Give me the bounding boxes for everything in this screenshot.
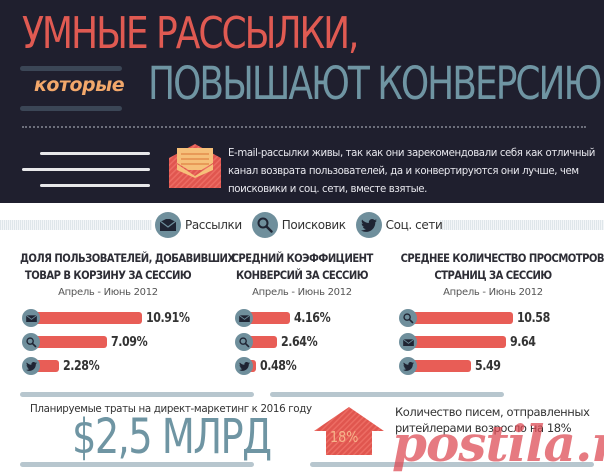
header-banner: УМНЫЕ РАССЫЛКИ, которые ПОВЫШАЮТ КОНВЕРС… <box>0 0 604 203</box>
chart-title-line-1: ДОЛЯ ПОЛЬЗОВАТЕЛЕЙ, ДОБАВИВШИХ <box>20 251 235 265</box>
twitter-bird-icon <box>399 357 417 375</box>
chart-title-line-1: СРЕДНЕЕ КОЛИЧЕСТВО ПРОСМОТРОВ <box>400 251 604 265</box>
title-connector: которые <box>34 74 125 96</box>
legend-item-social: Соц. сети <box>355 212 443 238</box>
divider-top-right <box>270 392 504 397</box>
legend-item-email: Рассылки <box>155 212 242 238</box>
connector-rule-bottom <box>20 106 122 111</box>
bar-row-search: 2.64% <box>235 331 382 353</box>
title-line-1: УМНЫЕ РАССЫЛКИ, <box>22 8 360 59</box>
bar-row-social: 2.28% <box>22 355 208 377</box>
bar <box>250 312 290 324</box>
bar-row-email: 10.91% <box>22 307 208 329</box>
legend: Рассылки Поисковик Соц. сети <box>155 210 452 240</box>
twitter-bird-icon <box>355 212 382 238</box>
bar <box>250 336 277 348</box>
envelope-icon <box>235 309 253 327</box>
bar-row-social: 0.48% <box>235 355 382 377</box>
bar <box>250 360 256 372</box>
legend-label-social: Соц. сети <box>385 218 443 232</box>
bar <box>37 360 59 372</box>
chart-subtitle: Апрель - Июнь 2012 <box>252 287 352 298</box>
growth-text: Количество писем, отправленных ритейлера… <box>395 405 590 435</box>
bar-value: 7.09% <box>111 334 148 350</box>
chart-title-line-2: ТОВАР В КОРЗИНУ ЗА СЕССИЮ <box>24 268 192 282</box>
bar <box>414 336 506 348</box>
bar <box>37 336 107 348</box>
search-icon <box>251 212 278 238</box>
bar-value: 10.91% <box>146 310 190 326</box>
chart-subtitle: Апрель - Июнь 2012 <box>58 287 158 298</box>
chart-title-line-1: СРЕДНИЙ КОЭФФИЦИЕНТ <box>231 251 374 265</box>
legend-label-search: Поисковик <box>281 218 346 232</box>
search-icon <box>22 333 40 351</box>
divider-top-left <box>20 392 254 397</box>
bar <box>414 312 513 324</box>
envelope-icon <box>22 309 40 327</box>
bar-row-search: 10.58 <box>399 307 598 329</box>
envelope-icon <box>399 333 417 351</box>
divider-bottom-left <box>20 462 254 467</box>
bar-value: 10.58 <box>517 310 550 326</box>
plan-label: Планируемые траты на директ-маркетинг к … <box>30 403 312 415</box>
up-arrow-icon <box>314 407 384 455</box>
plan-value: $2,5 МЛРД <box>72 409 272 465</box>
bar-row-search: 7.09% <box>22 331 208 353</box>
chart-title-line-2: СТРАНИЦ ЗА СЕССИЮ <box>434 268 552 282</box>
chart-conversion-rate: СРЕДНИЙ КОЭФФИЦИЕНТ КОНВЕРСИЙ ЗА СЕССИЮ … <box>222 250 382 379</box>
title-line-2: ПОВЫШАЮТ КОНВЕРСИЮ <box>148 57 602 110</box>
legend-pattern-left <box>0 220 152 230</box>
bar-row-email: 4.16% <box>235 307 382 329</box>
bar-value: 9.64 <box>510 334 536 350</box>
search-icon <box>399 309 417 327</box>
legend-item-search: Поисковик <box>251 212 346 238</box>
bar-value: 4.16% <box>294 310 331 326</box>
dotted-divider <box>22 126 586 128</box>
chart-subtitle: Апрель - Июнь 2012 <box>443 287 543 298</box>
bar-value: 5.49 <box>475 358 501 374</box>
envelope-icon <box>155 212 181 238</box>
divider-bottom-right <box>310 462 594 467</box>
bar-value: 2.64% <box>281 334 318 350</box>
twitter-bird-icon <box>22 357 40 375</box>
search-icon <box>235 333 253 351</box>
growth-badge: 18% <box>330 428 359 446</box>
legend-label-email: Рассылки <box>185 218 242 232</box>
chart-title-line-2: КОНВЕРСИЙ ЗА СЕССИЮ <box>236 268 369 282</box>
bar <box>414 360 471 372</box>
bar <box>37 312 142 324</box>
bar-row-social: 5.49 <box>399 355 598 377</box>
legend-pattern-right <box>440 220 604 230</box>
chart-pageviews: СРЕДНЕЕ КОЛИЧЕСТВО ПРОСМОТРОВ СТРАНИЦ ЗА… <box>388 250 604 379</box>
bar-value: 2.28% <box>63 358 100 374</box>
intro-paragraph: E-mail-рассылки живы, так как они зареко… <box>228 148 595 195</box>
chart-add-to-cart: ДОЛЯ ПОЛЬЗОВАТЕЛЕЙ, ДОБАВИВШИХ ТОВАР В К… <box>8 250 235 379</box>
connector-rule-top <box>20 66 122 71</box>
twitter-bird-icon <box>235 357 253 375</box>
open-envelope-icon <box>169 144 221 188</box>
bar-value: 0.48% <box>260 358 297 374</box>
bar-row-email: 9.64 <box>399 331 598 353</box>
